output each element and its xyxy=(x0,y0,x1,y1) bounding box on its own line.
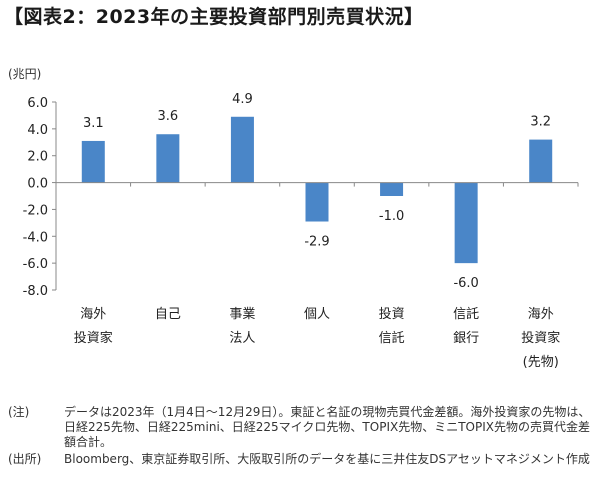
y-axis-unit-label: (兆円) xyxy=(8,67,41,81)
bar-value-label: 3.6 xyxy=(158,109,179,124)
source-text: Bloomberg、東京証券取引所、大阪取引所のデータを基に三井住友DSアセット… xyxy=(64,452,590,466)
bar xyxy=(454,182,478,264)
notes-section: (注) データは2023年（1月4日～12月29日）。東証と名証の現物売買代金差… xyxy=(8,405,596,469)
category-label: 海外 xyxy=(528,307,554,322)
bar xyxy=(81,140,105,183)
bar-value-label: 3.2 xyxy=(530,115,551,130)
category-label: 法人 xyxy=(229,331,255,346)
y-tick-label: -2.0 xyxy=(23,203,48,218)
source-row: (出所) Bloomberg、東京証券取引所、大阪取引所のデータを基に三井住友D… xyxy=(8,452,596,467)
note-label: (注) xyxy=(8,405,30,419)
category-label: 投資 xyxy=(379,306,405,322)
bar-value-label: -1.0 xyxy=(379,209,404,224)
category-label: 海外 xyxy=(80,307,106,322)
bar-chart: (兆円) 6.0 4.0 2.0 0.0 -2.0 -4.0 -6.0 -8.0 3.1 3.6 4.… xyxy=(8,67,579,370)
y-tick-label: -8.0 xyxy=(23,284,48,299)
y-tick-label: 0.0 xyxy=(27,177,48,192)
category-label: (先物) xyxy=(523,355,559,370)
bar xyxy=(380,182,404,196)
bar-value-label: 4.9 xyxy=(232,92,253,107)
bar xyxy=(156,134,180,183)
y-tick-label: 2.0 xyxy=(27,150,48,165)
bar xyxy=(305,182,329,222)
bar-value-label: -2.9 xyxy=(304,235,329,250)
category-label: 個人 xyxy=(304,307,330,322)
source-label: (出所) xyxy=(8,452,42,466)
bar-value-label: -6.0 xyxy=(453,276,478,291)
bar-value-label: 3.1 xyxy=(83,116,104,131)
bar xyxy=(230,116,254,183)
category-label: 信託 xyxy=(453,306,479,322)
category-label: 投資家 xyxy=(521,330,560,346)
category-label: 事業 xyxy=(229,306,255,322)
note-text: データは2023年（1月4日～12月29日）。東証と名証の現物売買代金差額。海外… xyxy=(64,405,591,449)
chart-title: 【図表2：2023年の主要投資部門別売買状況】 xyxy=(4,6,424,28)
category-label: 自己 xyxy=(155,307,181,322)
category-label: 投資家 xyxy=(74,330,113,346)
y-tick-label: -4.0 xyxy=(23,230,48,245)
bar xyxy=(529,139,553,183)
y-tick-label: 4.0 xyxy=(27,123,48,138)
category-label: 銀行 xyxy=(453,331,479,346)
y-tick-label: 6.0 xyxy=(27,96,48,111)
category-label: 信託 xyxy=(379,330,405,346)
note-row: (注) データは2023年（1月4日～12月29日）。東証と名証の現物売買代金差… xyxy=(8,405,596,450)
y-tick-label: -6.0 xyxy=(23,257,48,272)
